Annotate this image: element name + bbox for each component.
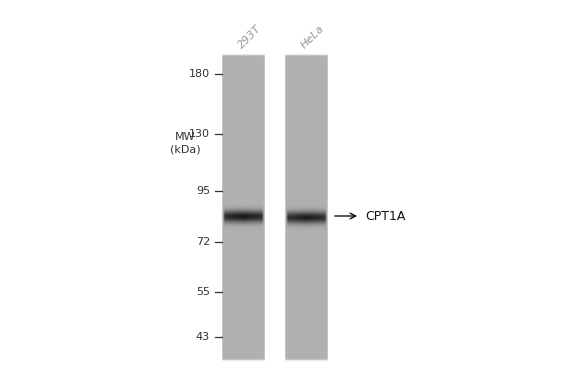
Text: 55: 55	[196, 287, 210, 297]
Text: MW
(kDa): MW (kDa)	[170, 132, 200, 154]
Text: 43: 43	[196, 332, 210, 342]
Text: 130: 130	[189, 129, 210, 139]
Text: 95: 95	[196, 186, 210, 196]
Text: 72: 72	[196, 237, 210, 247]
Text: CPT1A: CPT1A	[365, 209, 406, 223]
Text: 180: 180	[189, 69, 210, 79]
Text: HeLa: HeLa	[299, 23, 327, 50]
Text: 293T: 293T	[236, 23, 264, 50]
